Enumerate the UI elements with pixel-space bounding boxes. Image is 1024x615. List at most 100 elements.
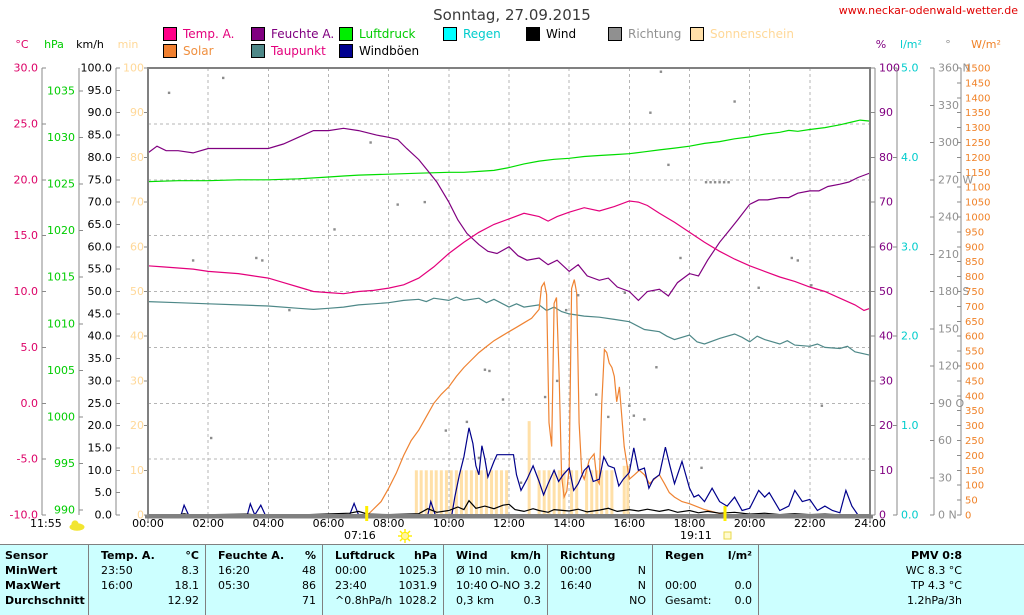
x-tick-label: 16:00 [613,517,645,530]
svg-text:120: 120 [938,360,959,373]
svg-text:330: 330 [938,99,959,112]
svg-text:40: 40 [879,330,893,343]
table-cell [653,563,758,578]
svg-text:70: 70 [879,196,893,209]
legend-color-box [339,44,353,58]
svg-text:°: ° [945,38,951,51]
svg-text:0.0: 0.0 [21,397,39,410]
svg-text:80.0: 80.0 [88,151,113,164]
svg-text:4.0: 4.0 [901,151,919,164]
table-cell: 23:40 1031.9 [335,579,437,592]
gridlines [148,68,870,515]
svg-text:500: 500 [965,362,984,373]
svg-text:1300: 1300 [965,123,990,134]
svg-text:30: 30 [879,374,893,387]
table-cell: Feuchte A.% [218,549,316,562]
svg-text:50: 50 [130,285,144,298]
table-col-richtung: Richtung 00:00 N 16:40 N NO [547,545,652,615]
legend-item-richtung: Richtung [608,27,681,41]
svg-text:990: 990 [54,504,75,517]
svg-text:%: % [876,38,886,51]
svg-text:1000: 1000 [47,410,75,423]
legend-item-solar: Solar [163,44,214,58]
website-link[interactable]: www.neckar-odenwald-wetter.de [838,4,1018,17]
sunrise-sun-icon [398,529,412,543]
legend-item-luftdruck: Luftdruck [339,27,416,41]
svg-text:1030: 1030 [47,131,75,144]
svg-text:20.0: 20.0 [88,419,113,432]
svg-text:10.0: 10.0 [14,285,39,298]
legend-label: Regen [463,27,501,41]
svg-text:70.0: 70.0 [88,196,113,209]
svg-text:85.0: 85.0 [88,129,113,142]
x-tick-label: 10:00 [433,517,465,530]
legend-color-box [608,27,622,41]
legend-item-wind: Wind [526,27,576,41]
svg-text:2.0: 2.0 [901,330,919,343]
svg-text:95.0: 95.0 [88,84,113,97]
table-cell: 16:40 N [560,579,646,592]
series-sonnenschein [414,421,630,515]
legend-label: Solar [183,44,214,58]
svg-text:100: 100 [123,62,144,75]
legend-color-box [251,27,265,41]
table-cell: 1.2hPa/3h [906,594,962,607]
svg-text:75.0: 75.0 [88,173,113,186]
svg-text:100: 100 [879,62,900,75]
svg-text:35.0: 35.0 [88,352,113,365]
table-cell: 0,3 km 0.3 [456,594,541,607]
sunset-time: 19:11 [680,529,712,542]
series-luftdruck [147,119,871,183]
legend-label: Luftdruck [359,27,416,41]
svg-text:1450: 1450 [965,78,990,89]
svg-text:450: 450 [965,376,984,387]
x-tick-label: 02:00 [192,517,224,530]
svg-text:210: 210 [938,248,959,261]
svg-text:25.0: 25.0 [88,397,113,410]
svg-text:45.0: 45.0 [88,307,113,320]
table-cell: 23:50 8.3 [101,564,199,577]
svg-text:1005: 1005 [47,364,75,377]
x-tick-label: 06:00 [313,517,345,530]
svg-text:80: 80 [130,151,144,164]
table-cell: 12.92 [167,594,200,607]
svg-text:0.0: 0.0 [95,509,113,522]
svg-text:30: 30 [130,374,144,387]
svg-text:90.0: 90.0 [88,106,113,119]
svg-text:60: 60 [879,240,893,253]
table-cell: NO [629,594,646,607]
legend-item-regen: Regen [443,27,501,41]
page-title: Sonntag, 27.09.2015 [433,6,591,24]
svg-text:3.0: 3.0 [901,240,919,253]
svg-text:5.0: 5.0 [21,341,39,354]
legend-color-box [163,27,177,41]
table-cell: PMV 0:8 [910,549,962,562]
table-cell: 00:00 0.0 [665,579,752,592]
table-cell: WC 8.3 °C [905,564,962,577]
table-col-luftdruck: Luftdruck hPa 00:00 1025.3 23:40 1031.9 ^0.8hP… [322,545,443,615]
svg-text:10: 10 [130,464,144,477]
table-row-labels: Sensor MinWert MaxWert Durchschnitt [0,545,88,615]
svg-text:50: 50 [879,285,893,298]
table-col-wind: Wind km/h Ø 10 min. 0.0 10:40 O-NO 3.2 0,3 km 0… [443,545,547,615]
svg-text:15.0: 15.0 [88,441,113,454]
svg-text:l/m²: l/m² [900,38,922,51]
svg-text:600: 600 [965,332,984,343]
svg-text:995: 995 [54,457,75,470]
series-temp [147,200,871,312]
svg-text:1250: 1250 [965,138,990,149]
svg-text:1500: 1500 [965,64,990,75]
x-tick-label: 18:00 [674,517,706,530]
table-cell: Temp. A. °C [101,549,199,562]
svg-text:1150: 1150 [965,168,990,179]
svg-text:1025: 1025 [47,178,75,191]
svg-text:1200: 1200 [965,153,990,164]
svg-text:100: 100 [965,481,984,492]
table-cell: Luftdruck hPa [335,549,437,562]
svg-text:km/h: km/h [76,38,104,51]
svg-text:0.0: 0.0 [901,509,919,522]
x-tick-label: 12:00 [493,517,525,530]
svg-text:350: 350 [965,406,984,417]
